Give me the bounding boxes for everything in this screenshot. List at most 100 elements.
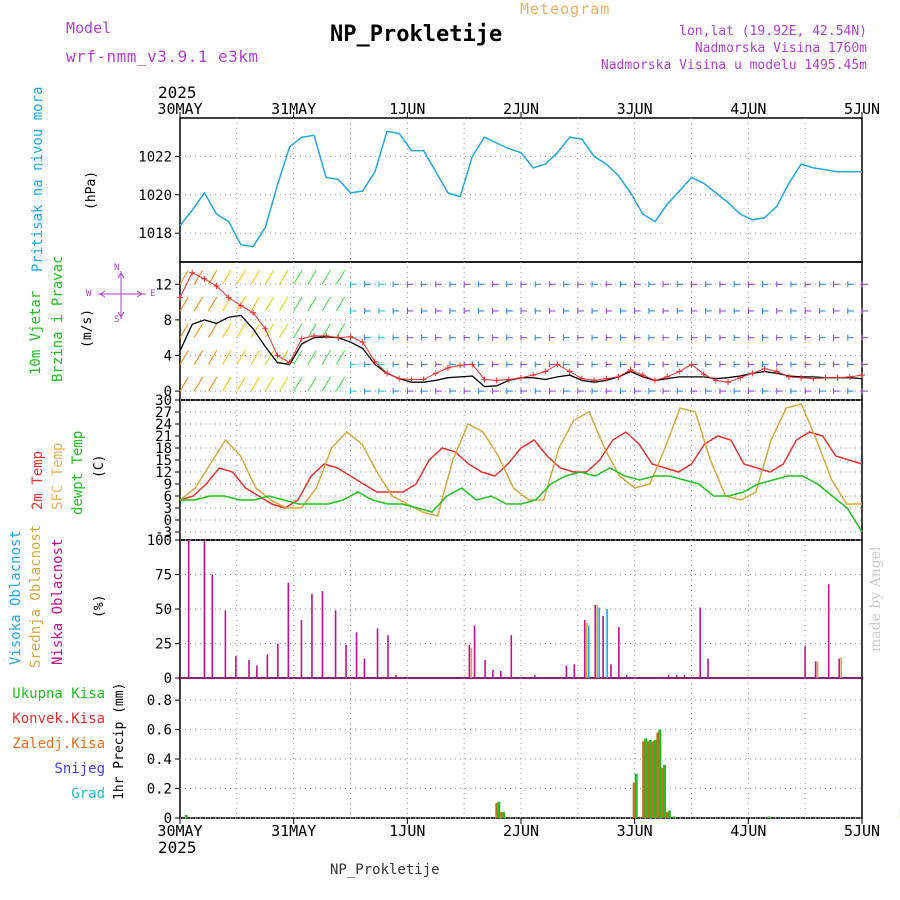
cloud-label-2: Srednja Oblacnost — [28, 524, 44, 668]
model-name: wrf-nmm_v3.9.1 e3km — [66, 47, 259, 66]
cloud-low-bar — [321, 591, 324, 678]
cloud-low-bar — [203, 541, 206, 678]
wind-barb — [264, 270, 275, 285]
wind-barb — [179, 270, 189, 285]
wind-gust-marker — [725, 379, 732, 386]
compass-w: W — [86, 289, 92, 299]
wind-barb — [279, 323, 289, 338]
wind-gust-marker — [347, 333, 354, 340]
wind-gust-marker — [846, 373, 853, 380]
wind-gust-marker — [225, 294, 232, 301]
wind-gust-marker — [469, 361, 476, 368]
wind-gust-marker — [822, 374, 829, 381]
cloud-low-bar — [565, 665, 568, 678]
precip-convective-bar — [632, 782, 636, 818]
wind-barb — [236, 270, 246, 285]
wind-gust-marker — [664, 373, 671, 380]
page-subtitle: Meteogram — [520, 0, 611, 18]
cloud-low-bar — [484, 660, 486, 678]
wind-barb — [293, 270, 303, 285]
precip-label-freezing: Zaledj.Kisa — [12, 736, 105, 752]
y-tick-label: 0 — [164, 384, 172, 400]
y-tick-label: 0.2 — [147, 782, 172, 798]
y-tick-label: 0.6 — [147, 723, 172, 739]
cloud-low-bar — [827, 584, 830, 678]
wind-barb — [222, 296, 232, 312]
wind-gust-marker — [798, 374, 805, 381]
cloud-high-bar — [587, 625, 590, 678]
wind-barb — [293, 350, 303, 365]
cloud-low-bar — [534, 675, 536, 678]
y-tick-label: 30 — [155, 393, 172, 409]
wind-gust-marker — [457, 362, 464, 369]
cloud-low-bar — [610, 664, 612, 678]
y-tick-label: 0 — [164, 671, 172, 687]
precip-convective-bar — [646, 741, 650, 818]
y-tick-label: 75 — [155, 568, 172, 584]
wind-gust-marker — [518, 374, 524, 381]
precip-convective-bar — [642, 741, 645, 818]
pressure-unit: (hPa) — [84, 170, 99, 210]
panel-frame — [179, 677, 863, 819]
y-tick-label: -3 — [155, 525, 172, 541]
y-tick-label: 15 — [155, 453, 172, 469]
year-bottom: 2025 — [158, 838, 197, 857]
wind-gust-marker — [773, 368, 780, 375]
page-title: NP_Prokletije — [330, 22, 503, 47]
panel-4 — [179, 677, 863, 819]
cloud-low-bar — [573, 664, 576, 678]
wind-gust-marker — [481, 376, 488, 383]
wind-gust-marker — [201, 275, 208, 282]
wind-barb — [293, 323, 303, 338]
wind-barb — [264, 376, 275, 392]
wind-barb — [250, 376, 260, 392]
cloud-label-1: Visoka Oblacnost — [8, 530, 24, 665]
wind-gust-marker — [323, 332, 330, 339]
y-tick-label: 3 — [164, 501, 172, 517]
wind-gust-marker — [384, 370, 391, 377]
temp-2m-line — [179, 431, 863, 509]
cloud-low-bar — [256, 665, 258, 678]
wind-barb — [193, 270, 204, 285]
cloud-low-bar — [277, 643, 279, 678]
credit-watermark: made by Angel — [868, 546, 884, 653]
panel-3 — [179, 539, 863, 679]
wind-gust-marker — [262, 325, 269, 332]
temp-label-1: 2m Temp — [30, 450, 46, 510]
panel-frame — [179, 539, 863, 679]
y-tick-label: 100 — [147, 533, 172, 549]
wind-gust-marker — [177, 294, 183, 301]
cloud-low-bar — [473, 625, 476, 678]
wind-gust-marker — [761, 365, 768, 372]
x-tick-label-bottom: 4JUN — [730, 822, 766, 840]
wind-gust-marker — [566, 368, 573, 375]
wind-barb — [307, 296, 317, 312]
precip-convective-bar — [665, 812, 669, 818]
x-tick-label-top: 4JUN — [730, 100, 766, 118]
wind-gust-marker — [651, 377, 658, 384]
wind-barb — [264, 323, 275, 338]
wind-barb — [207, 270, 218, 285]
cloud-low-bar — [355, 632, 358, 678]
wind-gust-marker — [310, 332, 317, 339]
compass-s: S — [114, 315, 120, 325]
wind-barb — [321, 350, 331, 365]
y-tick-label: 6 — [164, 489, 172, 505]
y-tick-label: 50 — [155, 602, 172, 618]
compass-e: E — [150, 289, 156, 299]
wind-gust-marker — [396, 375, 403, 382]
cloud-low-bar — [510, 635, 513, 678]
panel-frame — [179, 399, 863, 541]
precip-convective-bar — [651, 741, 655, 818]
x-tick-label-bottom: 3JUN — [617, 822, 653, 840]
model-altitude: Nadmorska Visina u modelu 1495.45m — [600, 58, 867, 73]
cloud-mid-bar — [585, 622, 588, 678]
temp-label-2: SFC Temp — [50, 442, 66, 510]
y-tick-label: 4 — [164, 348, 172, 364]
panel-1 — [179, 261, 863, 401]
cloud-label-3: Niska Oblacnost — [50, 538, 66, 665]
wind-gust-marker — [274, 352, 281, 359]
wind-gust-marker — [359, 339, 366, 346]
cloud-low-bar — [814, 661, 817, 678]
wind-gust-marker — [542, 368, 549, 375]
